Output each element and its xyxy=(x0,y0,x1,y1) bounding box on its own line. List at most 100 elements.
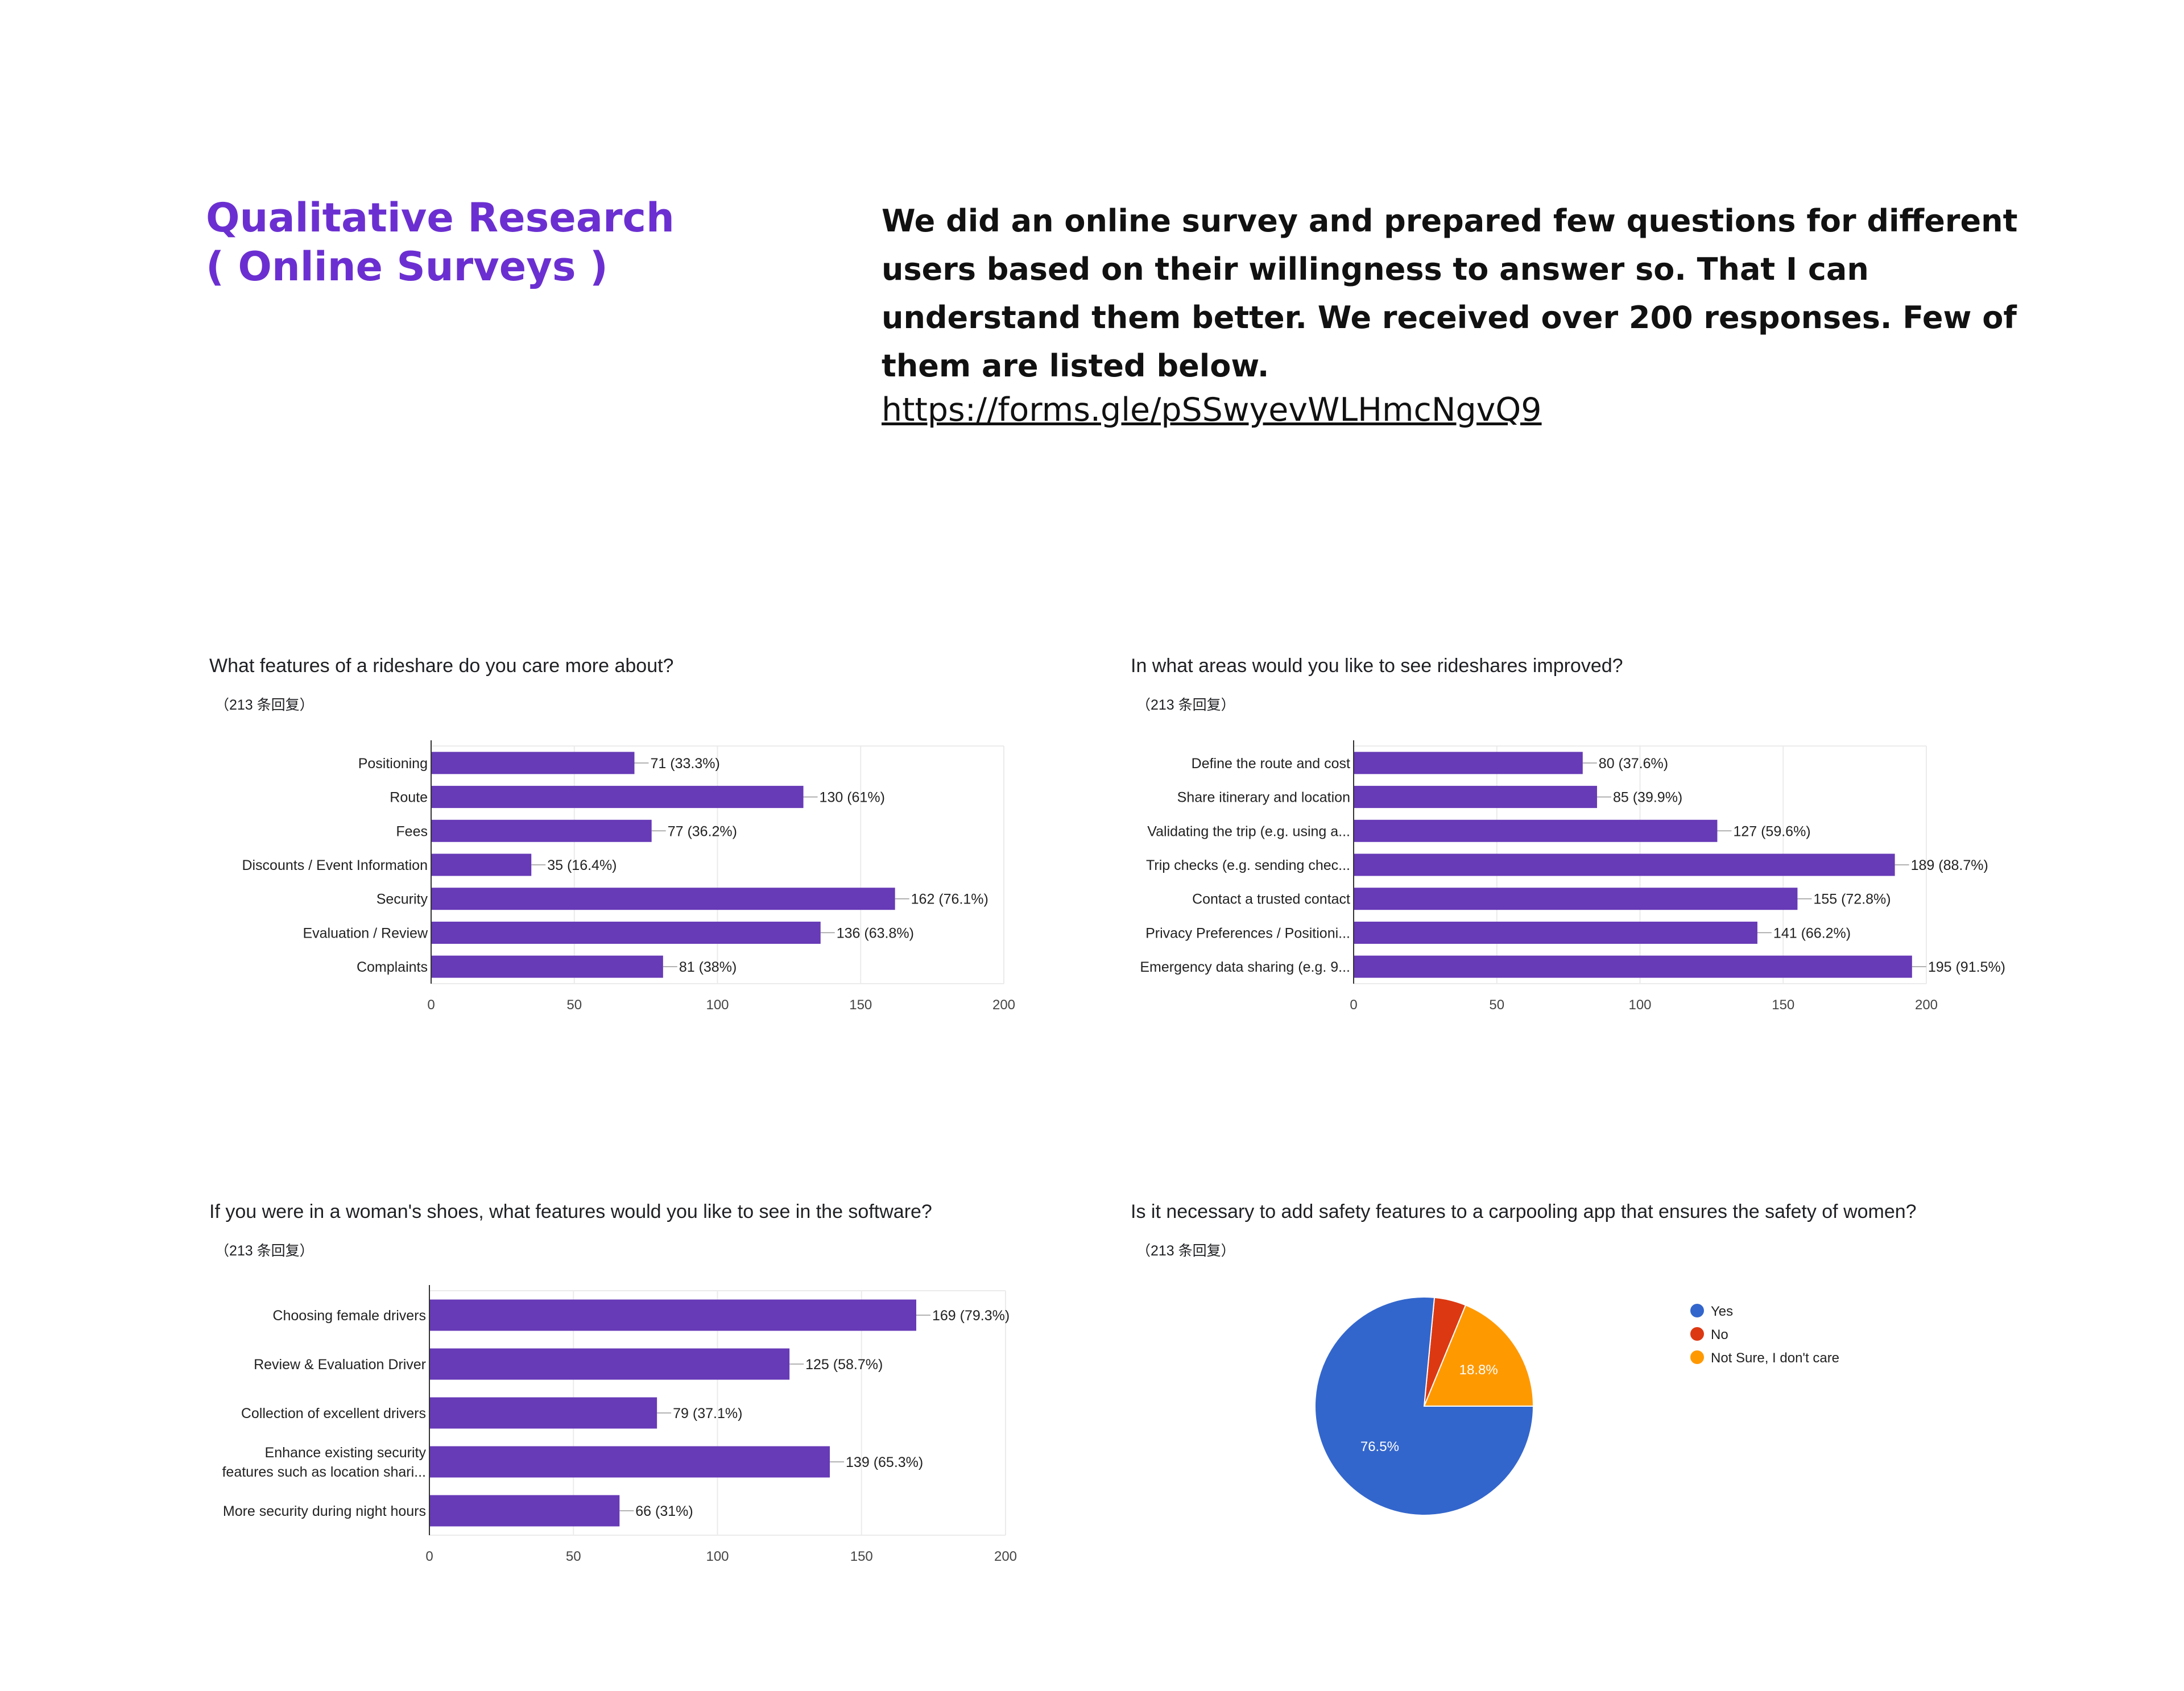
chart-safety-necessity: Is it necessary to add safety features t… xyxy=(1126,1188,2178,1643)
page-title-line-1: Qualitative Research xyxy=(206,194,675,241)
data-label: 66 (31%) xyxy=(635,1503,693,1519)
slice-label: 76.5% xyxy=(1360,1439,1399,1454)
category-label: Contact a trusted contact xyxy=(1192,892,1350,907)
x-tick-label: 150 xyxy=(849,997,872,1013)
data-label: 130 (61%) xyxy=(820,790,885,806)
bar xyxy=(429,1495,620,1527)
data-label: 71 (33.3%) xyxy=(650,756,719,772)
chart-rideshare-improvements: In what areas would you like to see ride… xyxy=(1126,643,2178,1097)
data-label: 169 (79.3%) xyxy=(932,1308,1010,1324)
bar xyxy=(1354,955,1912,978)
bar xyxy=(431,955,663,978)
data-label: 80 (37.6%) xyxy=(1599,756,1668,772)
category-label: Collection of excellent drivers xyxy=(241,1406,426,1421)
x-tick-label: 0 xyxy=(1350,997,1357,1013)
page-title-line-2: ( Online Surveys ) xyxy=(206,243,608,290)
category-label: More security during night hours xyxy=(223,1503,426,1519)
chart-question: What features of a rideshare do you care… xyxy=(209,655,674,677)
category-label: Discounts / Event Information xyxy=(242,857,428,873)
category-label: Route xyxy=(390,790,428,806)
category-label: Security xyxy=(377,892,428,907)
bar xyxy=(1354,853,1895,876)
x-tick-label: 150 xyxy=(1772,997,1794,1013)
bar xyxy=(1354,819,1718,842)
chart-question: If you were in a woman's shoes, what fea… xyxy=(209,1201,932,1222)
bar xyxy=(431,921,821,944)
x-tick-label: 150 xyxy=(850,1549,873,1564)
category-label: Emergency data sharing (e.g. 9... xyxy=(1140,959,1350,975)
x-tick-label: 50 xyxy=(566,997,582,1013)
bar xyxy=(431,786,804,809)
category-label: Evaluation / Review xyxy=(303,925,428,941)
bar xyxy=(429,1397,657,1429)
bar xyxy=(431,752,635,774)
legend-swatch xyxy=(1690,1350,1704,1364)
x-tick-label: 50 xyxy=(1489,997,1504,1013)
bar-chart-svg: 0 50 100 150 200 Choosing female drivers 169 (… xyxy=(222,1285,1017,1564)
bar xyxy=(429,1446,830,1478)
data-label: 79 (37.1%) xyxy=(673,1406,742,1421)
category-label: Trip checks (e.g. sending chec... xyxy=(1146,857,1350,873)
bar-chart-svg: 0 50 100 150 200 Positioning 71 (33.3%) Route 13… xyxy=(242,740,1015,1013)
x-tick-label: 0 xyxy=(425,1549,433,1564)
page-title: Qualitative Research ( Online Surveys ) xyxy=(206,193,675,291)
legend-swatch xyxy=(1690,1327,1704,1341)
chart-rideshare-features: What features of a rideshare do you care… xyxy=(205,643,1257,1097)
data-label: 189 (88.7%) xyxy=(1911,857,1988,873)
category-label: features such as location shari... xyxy=(222,1464,426,1480)
bar xyxy=(1354,921,1757,944)
pie-slice xyxy=(1314,1296,1534,1516)
category-label: Fees xyxy=(396,823,428,839)
bar xyxy=(431,888,895,910)
legend-label: Yes xyxy=(1711,1304,1733,1319)
legend-label: Not Sure, I don't care xyxy=(1711,1350,1839,1366)
data-label: 155 (72.8%) xyxy=(1813,892,1891,907)
data-label: 139 (65.3%) xyxy=(846,1454,923,1470)
data-label: 162 (76.1%) xyxy=(911,892,988,907)
bar xyxy=(1354,786,1597,809)
legend-label: No xyxy=(1711,1327,1728,1342)
x-tick-label: 200 xyxy=(994,1549,1017,1564)
x-tick-label: 200 xyxy=(992,997,1015,1013)
data-label: 35 (16.4%) xyxy=(547,857,617,873)
bar xyxy=(1354,752,1583,774)
category-label: Validating the trip (e.g. using a... xyxy=(1147,823,1350,839)
data-label: 195 (91.5%) xyxy=(1928,959,2005,975)
category-label: Enhance existing security xyxy=(265,1445,427,1461)
bar xyxy=(431,853,532,876)
response-count: （213 条回复） xyxy=(215,1243,314,1259)
chart-woman-features: If you were in a woman's shoes, what fea… xyxy=(205,1188,1257,1643)
response-count: （213 条回复） xyxy=(215,697,314,713)
response-count: （213 条回复） xyxy=(1136,697,1235,713)
data-label: 85 (39.9%) xyxy=(1613,790,1682,806)
data-label: 141 (66.2%) xyxy=(1773,925,1851,941)
data-label: 127 (59.6%) xyxy=(1733,823,1810,839)
bar-chart-svg: 0 50 100 150 200 Define the route and cost 80 … xyxy=(1140,740,2005,1013)
x-tick-label: 100 xyxy=(706,1549,729,1564)
pie-chart-svg: 18.8% 76.5% Yes No Not Sure, I don't care xyxy=(1314,1296,1839,1516)
category-label: Review & Evaluation Driver xyxy=(254,1357,426,1373)
data-label: 77 (36.2%) xyxy=(668,823,737,839)
chart-question: Is it necessary to add safety features t… xyxy=(1131,1201,1917,1222)
data-label: 81 (38%) xyxy=(679,959,737,975)
intro-text: We did an online survey and prepared few… xyxy=(882,203,2018,384)
category-label: Choosing female drivers xyxy=(272,1308,426,1324)
x-tick-label: 0 xyxy=(427,997,435,1013)
legend-swatch xyxy=(1690,1304,1704,1317)
survey-link[interactable]: https://forms.gle/pSSwyevWLHmcNgvQ9 xyxy=(882,391,1542,429)
bar xyxy=(431,819,652,842)
category-label: Complaints xyxy=(357,959,428,975)
category-label: Privacy Preferences / Positioni... xyxy=(1145,925,1350,941)
slice-label: 18.8% xyxy=(1459,1362,1498,1378)
pie-slice xyxy=(1423,1304,1534,1407)
category-label: Define the route and cost xyxy=(1192,756,1350,772)
chart-question: In what areas would you like to see ride… xyxy=(1131,655,1623,677)
bar xyxy=(1354,888,1798,910)
data-label: 125 (58.7%) xyxy=(805,1357,883,1373)
category-label: Share itinerary and location xyxy=(1177,790,1350,806)
bar xyxy=(429,1299,916,1331)
x-tick-label: 100 xyxy=(706,997,729,1013)
bar xyxy=(429,1348,790,1380)
x-tick-label: 50 xyxy=(566,1549,581,1564)
category-label: Positioning xyxy=(358,756,428,772)
